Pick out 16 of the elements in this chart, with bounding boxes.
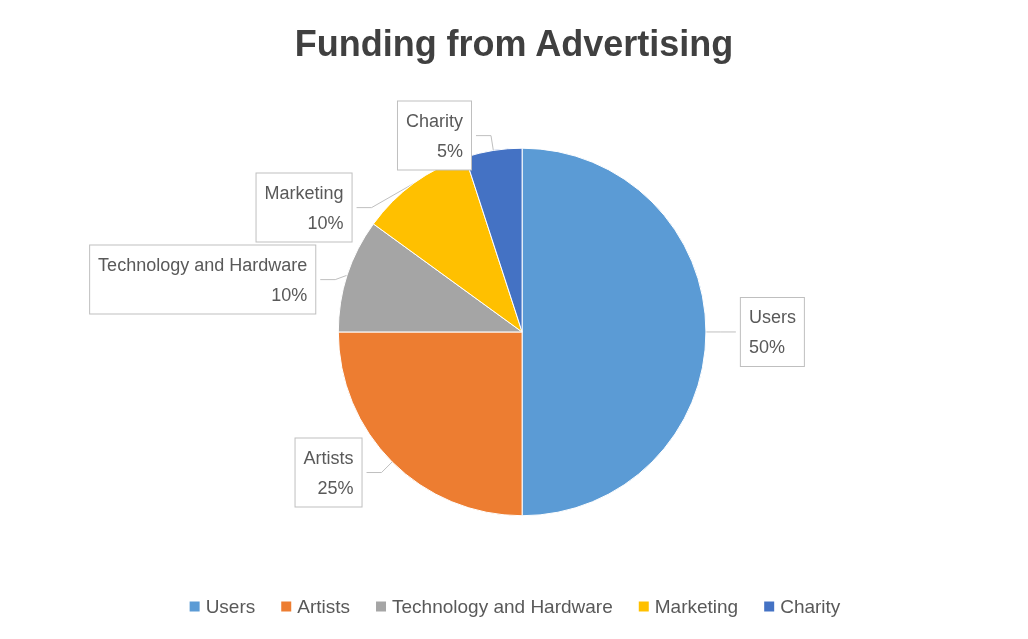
legend-label: Marketing xyxy=(654,596,739,617)
data-label: 10% xyxy=(307,212,344,233)
slice-label: Marketing xyxy=(264,182,344,203)
data-label: 25% xyxy=(317,477,354,498)
data-label: 10% xyxy=(271,284,308,305)
chart-title: Funding from Advertising xyxy=(294,22,734,64)
data-label: 50% xyxy=(748,336,785,357)
data-label: 5% xyxy=(436,140,463,161)
slice-label: Users xyxy=(748,306,796,327)
slice-label: Artists xyxy=(303,447,354,468)
slice-label: Charity xyxy=(405,110,463,131)
legend-label: Artists xyxy=(297,596,351,617)
legend-label: Technology and Hardware xyxy=(392,596,613,617)
legend-label: Charity xyxy=(780,596,841,617)
slice-label: Technology and Hardware xyxy=(98,254,308,275)
legend-label: Users xyxy=(205,596,256,617)
